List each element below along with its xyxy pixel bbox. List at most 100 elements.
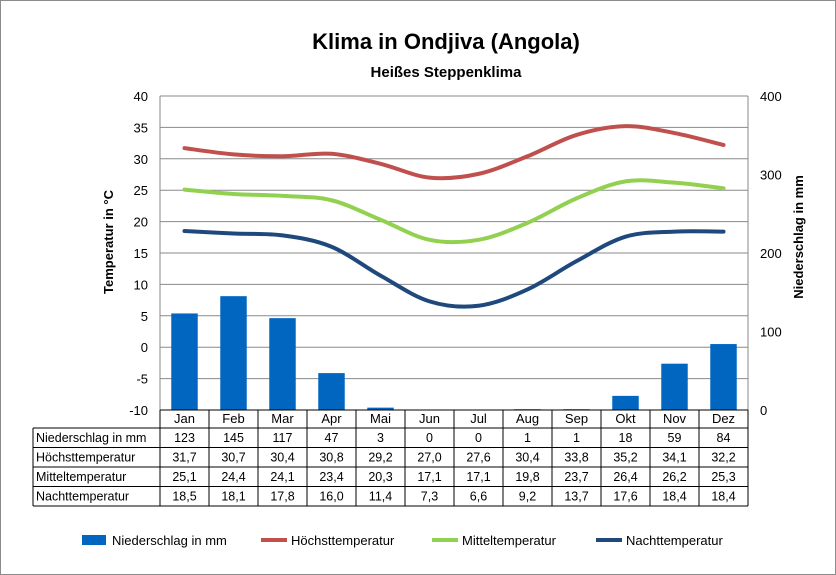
legend-label: Nachttemperatur [626, 533, 723, 548]
table-cell: 3 [377, 431, 384, 445]
table-cell: 23,7 [564, 470, 588, 484]
legend-label: Mitteltemperatur [462, 533, 557, 548]
y-tick-left: 35 [134, 120, 148, 135]
table-cell: 11,4 [369, 490, 392, 504]
precipitation-bar [612, 395, 639, 410]
chart-subtitle: Heißes Steppenklima [371, 64, 523, 81]
series-line-3 [182, 229, 726, 309]
table-cell: 30,4 [515, 451, 539, 465]
table-cell: 145 [223, 431, 244, 445]
table-cell: 23,4 [319, 470, 343, 484]
x-tick-label: Aug [516, 411, 539, 426]
table-cell: 17,8 [270, 490, 294, 504]
y-tick-left: -10 [129, 403, 148, 418]
table-cell: 17,1 [466, 470, 490, 484]
table-cell: 0 [426, 431, 433, 445]
table-cell: 30,7 [221, 451, 245, 465]
y-axis-left-label: Temperatur in °C [101, 189, 116, 294]
table-row-label: Niederschlag in mm [36, 431, 146, 445]
table-cell: 34,1 [662, 451, 686, 465]
table-cell: 26,2 [662, 470, 686, 484]
table-cell: 24,1 [270, 470, 294, 484]
x-tick-label: Jun [419, 411, 440, 426]
y-tick-right: 0 [760, 403, 767, 418]
table-cell: 1 [573, 431, 580, 445]
table-row-label: Nachttemperatur [36, 490, 129, 504]
x-tick-label: Dez [712, 411, 735, 426]
table-cell: 123 [174, 431, 195, 445]
series-line-1 [182, 124, 726, 181]
y-tick-left: 30 [134, 152, 148, 167]
y-tick-right: 300 [760, 168, 782, 183]
table-cell: 18,5 [172, 490, 196, 504]
precipitation-bar [367, 407, 394, 410]
x-tick-label: Jan [174, 411, 195, 426]
y-tick-right: 400 [760, 89, 782, 104]
legend-swatch-bar [82, 535, 106, 545]
table-cell: 6,6 [470, 490, 487, 504]
table-cell: 24,4 [221, 470, 245, 484]
y-tick-right: 200 [760, 246, 782, 261]
table-cell: 31,7 [172, 451, 196, 465]
series-line-2 [182, 178, 726, 245]
y-tick-left: -5 [136, 372, 148, 387]
table-cell: 47 [325, 431, 339, 445]
precipitation-bar [318, 373, 345, 410]
table-cell: 84 [717, 431, 731, 445]
precipitation-bar [171, 313, 198, 410]
table-cell: 20,3 [368, 470, 392, 484]
table-cell: 30,4 [270, 451, 294, 465]
precipitation-bar [661, 363, 688, 410]
precipitation-bar [220, 296, 247, 410]
y-tick-left: 15 [134, 246, 148, 261]
table-cell: 35,2 [613, 451, 637, 465]
table-cell: 9,2 [519, 490, 536, 504]
table-cell: 30,8 [319, 451, 343, 465]
table-cell: 17,1 [417, 470, 441, 484]
x-tick-label: Mar [271, 411, 294, 426]
table-cell: 117 [273, 431, 293, 445]
legend-label: Niederschlag in mm [112, 533, 227, 548]
precipitation-bar [710, 344, 737, 410]
table-cell: 13,7 [564, 490, 588, 504]
x-tick-label: Jul [470, 411, 487, 426]
y-axis-right-label: Niederschlag in mm [791, 175, 806, 299]
x-tick-label: Mai [370, 411, 391, 426]
table-cell: 18,4 [662, 490, 686, 504]
table-cell: 18 [619, 431, 633, 445]
table-cell: 29,2 [368, 451, 392, 465]
x-tick-label: Apr [321, 411, 342, 426]
table-cell: 27,0 [417, 451, 441, 465]
x-tick-label: Sep [565, 411, 588, 426]
table-cell: 17,6 [613, 490, 637, 504]
x-tick-label: Okt [615, 411, 636, 426]
table-cell: 25,1 [172, 470, 196, 484]
table-cell: 25,3 [711, 470, 735, 484]
x-tick-label: Nov [663, 411, 687, 426]
y-tick-left: 20 [134, 215, 148, 230]
table-cell: 59 [668, 431, 682, 445]
table-cell: 26,4 [613, 470, 637, 484]
table-row-label: Höchsttemperatur [36, 451, 135, 465]
y-tick-left: 25 [134, 183, 148, 198]
y-tick-right: 100 [760, 325, 782, 340]
table-cell: 19,8 [515, 470, 539, 484]
y-tick-left: 40 [134, 89, 148, 104]
table-cell: 18,1 [221, 490, 245, 504]
table-cell: 16,0 [319, 490, 343, 504]
chart-title: Klima in Ondjiva (Angola) [312, 29, 580, 54]
y-tick-left: 0 [141, 340, 148, 355]
y-tick-left: 10 [134, 277, 148, 292]
table-cell: 27,6 [466, 451, 490, 465]
legend-label: Höchsttemperatur [291, 533, 395, 548]
table-cell: 33,8 [564, 451, 588, 465]
table-cell: 7,3 [421, 490, 438, 504]
table-row-label: Mitteltemperatur [36, 470, 126, 484]
table-cell: 18,4 [711, 490, 735, 504]
y-tick-left: 5 [141, 309, 148, 324]
table-cell: 32,2 [711, 451, 735, 465]
table-cell: 0 [475, 431, 482, 445]
table-cell: 1 [524, 431, 531, 445]
x-tick-label: Feb [222, 411, 244, 426]
